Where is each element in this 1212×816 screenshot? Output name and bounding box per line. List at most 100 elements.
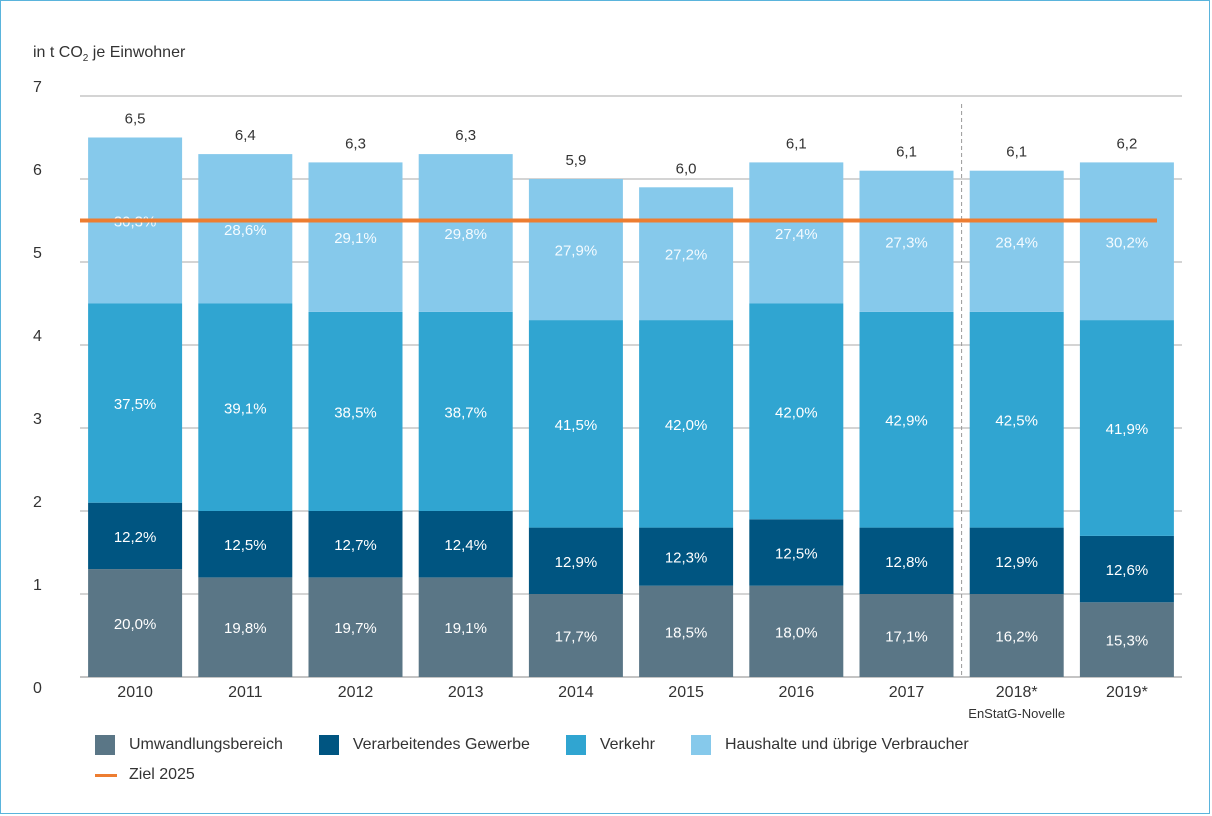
bar-segment: [418, 311, 513, 511]
legend-target-line: [95, 773, 117, 777]
segment-label: 27,4%: [775, 226, 818, 243]
bar-total-label: 6,3: [345, 135, 366, 152]
y-unit-subscript: 2: [82, 53, 89, 65]
segment-label: 27,3%: [885, 234, 928, 251]
bar-segment: [859, 594, 954, 677]
bar-total-label: 6,3: [455, 127, 476, 144]
bar-segment: [528, 527, 623, 594]
segment-label: 29,1%: [334, 230, 377, 247]
y-unit-text: in t CO: [33, 44, 83, 61]
y-tick-label: 7: [33, 79, 42, 96]
segment-label: 18,5%: [665, 624, 708, 641]
legend-item-verarbeitendes-gewerbe: Verarbeitendes Gewerbe: [318, 735, 530, 755]
legend-item-verkehr: Verkehr: [565, 735, 655, 755]
bar-segment: [859, 311, 954, 528]
segment-label: 28,4%: [995, 234, 1038, 251]
x-tick-label: 2014: [558, 684, 594, 701]
x-tick-label: 2016: [779, 684, 815, 701]
bar-segment: [969, 311, 1064, 528]
x-tick-label: 2010: [117, 684, 153, 701]
legend-label: Ziel 2025: [129, 766, 195, 783]
segment-label: 41,5%: [555, 417, 598, 434]
segment-label: 19,7%: [334, 620, 377, 637]
bar-segment: [418, 511, 513, 578]
bar-total-label: 6,1: [896, 144, 917, 161]
y-tick-label: 1: [33, 577, 42, 594]
bar-segment: [528, 179, 623, 321]
x-tick-label: 2012: [338, 684, 374, 701]
bar-total-label: 6,5: [125, 111, 146, 128]
bar-segment: [1079, 535, 1174, 603]
legend-item-ziel-2025: Ziel 2025: [95, 766, 195, 784]
legend-row-series: Umwandlungsbereich Verarbeitendes Gewerb…: [95, 730, 1175, 760]
segment-label: 42,5%: [995, 413, 1038, 430]
bar-segment: [969, 594, 1064, 677]
bar-segment: [1079, 162, 1174, 321]
bar-segment: [198, 577, 293, 677]
bar-total-label: 6,1: [786, 135, 807, 152]
bar-segment: [969, 527, 1064, 594]
legend-row-target: Ziel 2025: [95, 760, 1175, 790]
y-tick-label: 0: [33, 680, 42, 697]
y-tick-label: 3: [33, 411, 42, 428]
segment-label: 12,9%: [555, 554, 598, 571]
bar-segment: [308, 577, 403, 677]
segment-label: 37,5%: [114, 396, 157, 413]
segment-label: 29,8%: [444, 226, 487, 243]
segment-label: 12,9%: [995, 554, 1038, 571]
x-tick-label: 2017: [889, 684, 925, 701]
bar-segment: [198, 303, 293, 511]
y-tick-label: 6: [33, 162, 42, 179]
segment-label: 12,3%: [665, 550, 708, 567]
bar-segment: [88, 303, 183, 503]
y-tick-label: 5: [33, 245, 42, 262]
bar-segment: [639, 585, 734, 677]
segment-label: 12,6%: [1106, 562, 1149, 579]
legend: Umwandlungsbereich Verarbeitendes Gewerb…: [95, 730, 1175, 790]
segment-label: 17,7%: [555, 629, 598, 646]
bar-segment: [308, 162, 403, 312]
segment-label: 42,0%: [665, 417, 708, 434]
x-tick-label: 2011: [228, 684, 263, 701]
segment-label: 39,1%: [224, 400, 267, 417]
bar-segment: [859, 527, 954, 594]
segment-label: 17,1%: [885, 629, 928, 646]
y-tick-label: 2: [33, 494, 42, 511]
segment-label: 38,7%: [444, 404, 487, 421]
legend-label: Verarbeitendes Gewerbe: [352, 736, 530, 753]
segment-label: 12,5%: [775, 546, 818, 563]
segment-label: 28,6%: [224, 222, 267, 239]
y-unit-suffix: je Einwohner: [88, 44, 186, 61]
bar-segment: [418, 154, 513, 312]
bar-segment: [308, 311, 403, 511]
bar-segment: [308, 511, 403, 578]
segment-label: 20,0%: [114, 616, 157, 633]
bar-segment: [749, 303, 844, 520]
segment-label: 38,5%: [334, 404, 377, 421]
bar-total-label: 5,9: [565, 152, 586, 169]
segment-label: 19,8%: [224, 620, 267, 637]
segment-label: 16,2%: [995, 629, 1038, 646]
bar-segment: [198, 154, 293, 304]
bar-segment: [1079, 320, 1174, 536]
bar-segment: [528, 320, 623, 528]
segment-label: 12,5%: [224, 537, 267, 554]
segment-label: 12,2%: [114, 529, 157, 546]
segment-label: 41,9%: [1106, 421, 1149, 438]
bar-total-label: 6,2: [1116, 135, 1137, 152]
bar-segment: [749, 585, 844, 677]
legend-label: Verkehr: [599, 736, 655, 753]
legend-swatch: [565, 735, 586, 755]
bar-segment: [1079, 602, 1174, 677]
bar-segment: [418, 577, 513, 677]
x-tick-label: 2018*: [996, 684, 1038, 701]
segment-label: 42,0%: [775, 404, 818, 421]
legend-label: Umwandlungsbereich: [129, 736, 283, 753]
segment-label: 12,7%: [334, 537, 377, 554]
x-tick-label: 2015: [668, 684, 704, 701]
bar-segment: [88, 569, 183, 677]
bar-segment: [639, 320, 734, 528]
bar-segment: [639, 187, 734, 321]
